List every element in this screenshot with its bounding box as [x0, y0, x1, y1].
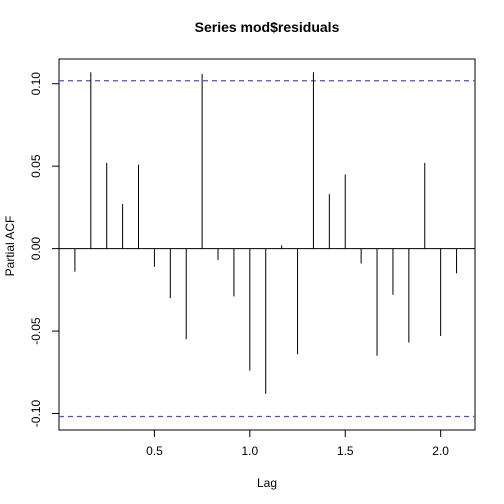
- y-tick-label: 0.10: [29, 72, 43, 96]
- plot-frame: [58, 58, 476, 431]
- y-axis-label: Partial ACF: [3, 216, 17, 277]
- x-tick-label: 2.0: [432, 444, 449, 458]
- x-tick-label: 1.0: [241, 444, 258, 458]
- x-tick-label: 1.5: [337, 444, 354, 458]
- y-axis: -0.10 -0.05 0.00 0.05 0.10: [29, 72, 59, 427]
- y-tick-label: -0.10: [29, 400, 43, 428]
- y-tick-label: 0.00: [29, 237, 43, 261]
- pacf-bars: [74, 72, 458, 394]
- chart-title: Series mod$residuals: [195, 19, 340, 35]
- x-axis-label: Lag: [257, 476, 277, 490]
- x-axis: 0.5 1.0 1.5 2.0: [146, 430, 449, 458]
- x-tick-label: 0.5: [146, 444, 163, 458]
- y-tick-label: 0.05: [29, 154, 43, 178]
- y-tick-label: -0.05: [29, 317, 43, 345]
